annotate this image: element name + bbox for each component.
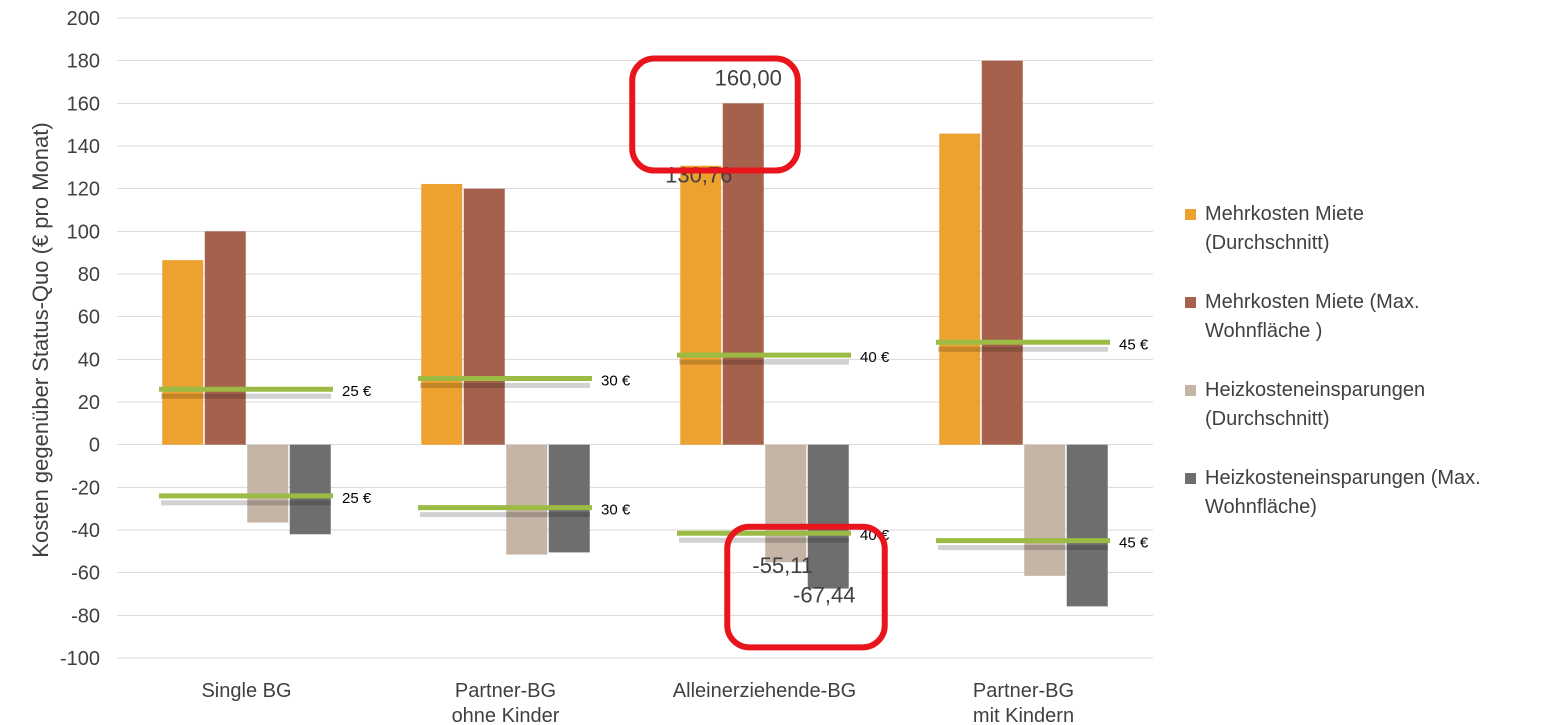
y-tick-label: 0 — [89, 435, 100, 457]
legend-item-heizkosten-max: Heizkosteneinsparungen (Max. Wohnfläche) — [1185, 464, 1535, 522]
legend-label-line: Wohnfläche ) — [1205, 320, 1323, 342]
data-labels: 160,00 130,76 -55,11 -67,44 — [665, 65, 855, 607]
category-label-line1: Partner-BG — [973, 680, 1074, 702]
bar — [506, 444, 548, 555]
data-label: 160,00 — [715, 65, 782, 90]
bar — [1024, 444, 1066, 576]
legend-swatch — [1185, 473, 1196, 484]
category-label-line1: Alleinerziehende-BG — [673, 680, 856, 702]
data-label: -55,11 — [752, 553, 813, 578]
highlight-box-positive — [629, 55, 801, 174]
bar — [1066, 444, 1108, 607]
legend-label-line: Heizkosteneinsparungen — [1205, 379, 1426, 401]
legend-swatch — [1185, 297, 1196, 308]
highlight-box-negative — [724, 523, 888, 651]
legend-label-line: Mehrkosten Miete (Max. — [1205, 291, 1420, 313]
y-tick-label: 160 — [67, 93, 100, 115]
bar — [807, 444, 849, 589]
data-label: 130,76 — [665, 163, 732, 188]
y-tick-label: 60 — [78, 307, 100, 329]
bar — [162, 260, 204, 445]
legend-item-mehrkosten-max: Mehrkosten Miete (Max. Wohnfläche ) — [1185, 288, 1535, 346]
y-tick-label: 20 — [78, 392, 100, 414]
legend-label-line: Heizkosteneinsparungen (Max. — [1205, 467, 1481, 489]
bars — [162, 60, 1108, 607]
category-label-line1: Single BG — [201, 680, 291, 702]
legend: Mehrkosten Miete (Durchschnitt) Mehrkost… — [1185, 200, 1535, 552]
y-tick-label: -100 — [60, 648, 100, 670]
y-tick-label: -80 — [71, 605, 100, 627]
y-axis-tick-labels: 200180160140120100806040200-20-40-60-80-… — [60, 8, 100, 670]
bar — [289, 444, 331, 535]
y-tick-label: -60 — [71, 563, 100, 585]
category-label-line2: ohne Kinder — [452, 705, 560, 725]
y-axis-label: Kosten gegenüber Status-Quo (€ pro Monat… — [28, 122, 53, 557]
reference-line-label: 25 € — [342, 383, 372, 400]
y-tick-label: 200 — [67, 8, 100, 30]
y-tick-label: 80 — [78, 264, 100, 286]
bar — [939, 133, 981, 445]
reference-line-label: 30 € — [601, 502, 631, 519]
legend-item-heizkosten-durchschnitt: Heizkosteneinsparungen (Durchschnitt) — [1185, 376, 1535, 434]
bar — [981, 60, 1023, 445]
legend-label-line: Mehrkosten Miete — [1205, 203, 1364, 225]
legend-swatch — [1185, 385, 1196, 396]
y-tick-label: -40 — [71, 520, 100, 542]
reference-lines: 25 €30 €40 €45 €25 €30 €40 €45 € — [159, 336, 1149, 552]
legend-label-line: (Durchschnitt) — [1205, 408, 1330, 430]
y-tick-label: 100 — [67, 221, 100, 243]
legend-label-line: (Durchschnitt) — [1205, 232, 1330, 254]
highlight-boxes — [629, 55, 888, 651]
legend-item-mehrkosten-durchschnitt: Mehrkosten Miete (Durchschnitt) — [1185, 200, 1535, 258]
bar — [680, 165, 722, 445]
y-tick-label: 140 — [67, 136, 100, 158]
y-tick-label: 40 — [78, 349, 100, 371]
reference-line-label: 40 € — [860, 349, 890, 366]
bar — [722, 103, 764, 445]
bar — [765, 444, 807, 563]
bar — [421, 183, 463, 445]
legend-swatch — [1185, 209, 1196, 220]
category-label-line2: mit Kindern — [973, 705, 1074, 725]
reference-line-label: 45 € — [1119, 535, 1149, 552]
reference-line-label: 45 € — [1119, 336, 1149, 353]
bar — [204, 231, 246, 445]
bar — [247, 444, 289, 523]
y-tick-label: -20 — [71, 477, 100, 499]
bar — [548, 444, 590, 553]
bar — [463, 188, 505, 445]
data-label: -67,44 — [793, 583, 855, 608]
x-axis-category-labels: Single BG Partner-BG ohne Kinder Alleinerzi… — [201, 680, 1074, 725]
reference-line-label: 25 € — [342, 490, 372, 507]
category-label-line1: Partner-BG — [455, 680, 556, 702]
y-tick-label: 120 — [67, 179, 100, 201]
legend-label-line: Wohnfläche) — [1205, 496, 1317, 518]
y-tick-label: 180 — [67, 51, 100, 73]
gridlines — [117, 17, 1153, 659]
reference-line-label: 30 € — [601, 373, 631, 390]
